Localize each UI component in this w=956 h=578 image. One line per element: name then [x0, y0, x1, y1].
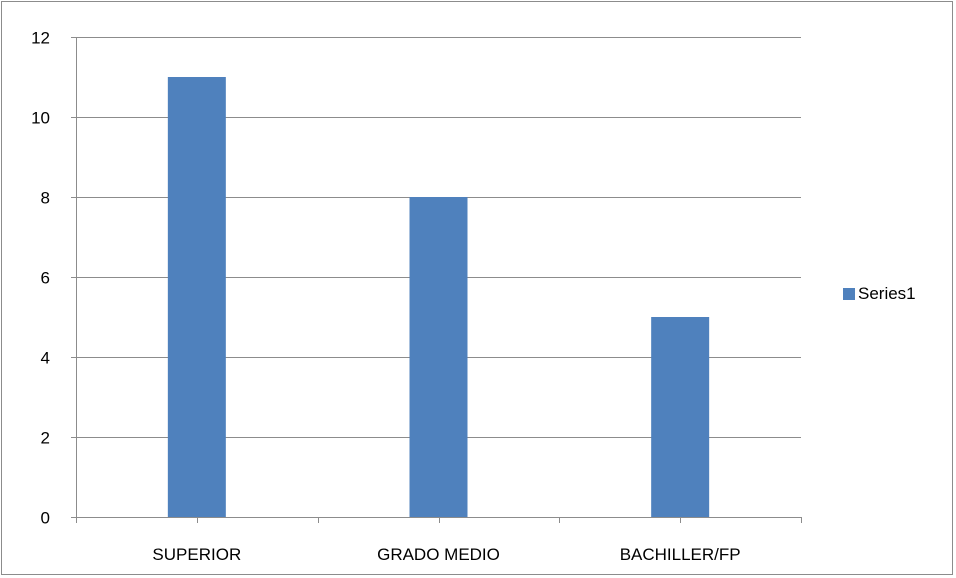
bar-bachiller-fp — [651, 317, 710, 517]
bars — [167, 77, 710, 517]
y-tick-label: 0 — [41, 509, 50, 528]
y-tick-label: 4 — [41, 349, 50, 368]
axes — [71, 37, 802, 523]
x-tick-label: SUPERIOR — [152, 545, 241, 564]
x-tick-labels: SUPERIOR GRADO MEDIO BACHILLER/FP — [152, 545, 740, 564]
legend-swatch-series1 — [843, 288, 855, 300]
y-tick-label: 2 — [41, 429, 50, 448]
legend: Series1 — [843, 284, 916, 303]
y-tick-label: 6 — [41, 269, 50, 288]
legend-label-series1: Series1 — [858, 284, 916, 303]
y-tick-label: 12 — [31, 29, 50, 48]
x-tick-label: GRADO MEDIO — [377, 545, 500, 564]
y-tick-label: 8 — [41, 189, 50, 208]
y-tick-label: 10 — [31, 109, 50, 128]
bar-grado-medio — [409, 197, 468, 517]
y-tick-labels: 0 2 4 6 8 10 12 — [31, 29, 50, 528]
bar-superior — [167, 77, 226, 517]
x-tick-label: BACHILLER/FP — [620, 545, 741, 564]
